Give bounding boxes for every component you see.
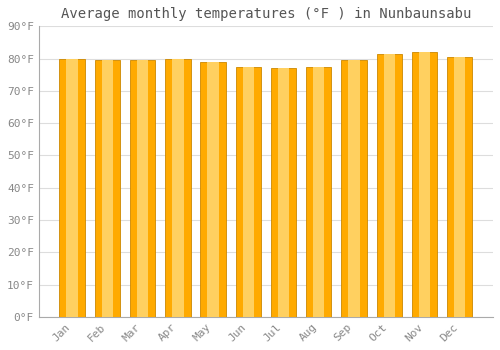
Bar xyxy=(130,60,156,317)
Bar xyxy=(384,54,395,317)
Bar xyxy=(412,52,437,317)
Bar xyxy=(236,66,261,317)
Bar xyxy=(208,62,219,317)
Bar xyxy=(419,52,430,317)
Bar xyxy=(172,58,184,317)
Bar xyxy=(242,66,254,317)
Bar xyxy=(271,68,296,317)
Bar xyxy=(454,57,466,317)
Bar xyxy=(94,60,120,317)
Bar xyxy=(278,68,289,317)
Bar xyxy=(376,54,402,317)
Bar xyxy=(102,60,113,317)
Bar xyxy=(66,58,78,317)
Bar xyxy=(313,66,324,317)
Bar xyxy=(60,58,85,317)
Bar xyxy=(306,66,332,317)
Bar xyxy=(165,58,190,317)
Bar xyxy=(348,60,360,317)
Bar xyxy=(200,62,226,317)
Bar xyxy=(447,57,472,317)
Bar xyxy=(137,60,148,317)
Bar xyxy=(342,60,366,317)
Title: Average monthly temperatures (°F ) in Nunbaunsabu: Average monthly temperatures (°F ) in Nu… xyxy=(60,7,471,21)
